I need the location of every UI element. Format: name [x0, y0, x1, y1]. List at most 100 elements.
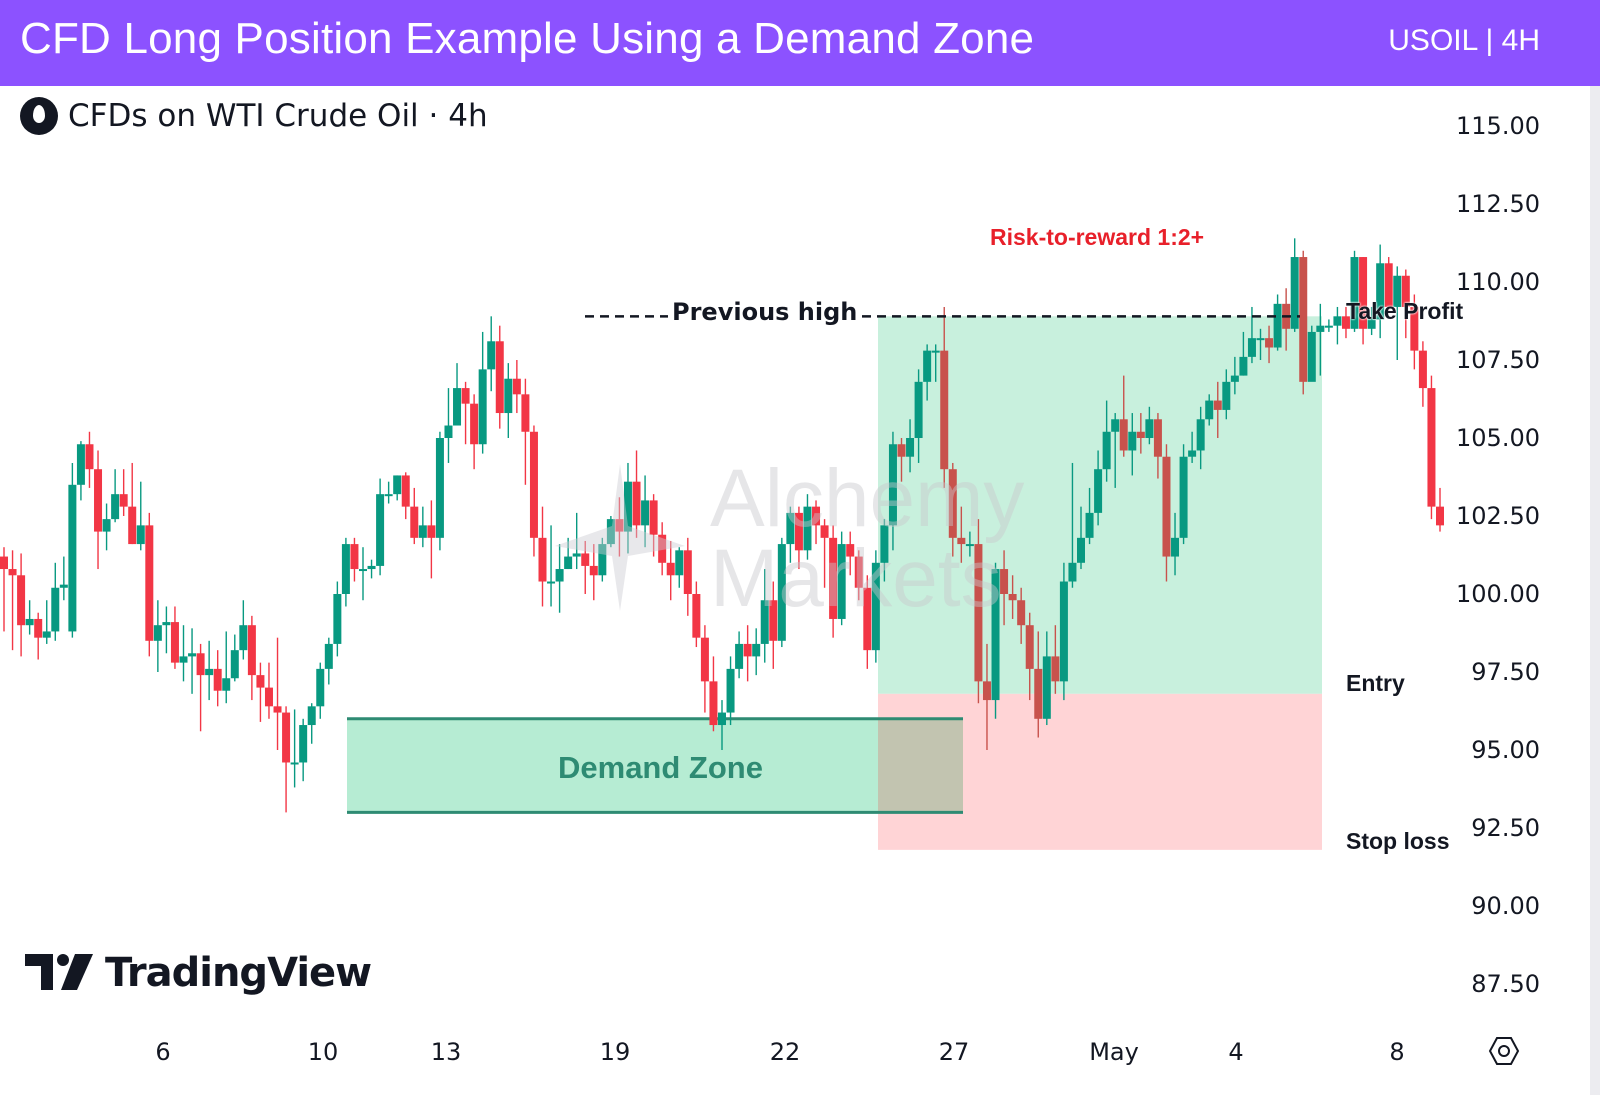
price-tick-label: 110.00 — [1456, 268, 1540, 296]
time-tick-label: 6 — [155, 1038, 171, 1066]
candle-body — [718, 712, 726, 726]
candle-body — [213, 668, 222, 691]
candle-body — [1042, 656, 1051, 719]
candle-body — [521, 394, 530, 432]
candle-body — [529, 431, 538, 538]
candle-body — [1350, 257, 1359, 329]
candle-body — [649, 500, 658, 535]
candle-body — [470, 403, 479, 445]
candle-body — [85, 444, 94, 470]
page-title: CFD Long Position Example Using a Demand… — [20, 14, 1035, 63]
title-banner: CFD Long Position Example Using a Demand… — [0, 0, 1600, 86]
price-tick-label: 90.00 — [1471, 892, 1540, 920]
candle-body — [444, 425, 453, 438]
price-chart[interactable] — [0, 86, 1590, 1095]
candle-body — [598, 544, 607, 576]
risk-reward-label: Risk-to-reward 1:2+ — [990, 224, 1205, 250]
symbol-header[interactable]: CFDs on WTI Crude Oil · 4h — [20, 96, 488, 136]
settings-hexagon-icon[interactable] — [1488, 1035, 1520, 1067]
candle-body — [76, 444, 85, 485]
candle-body — [538, 537, 547, 582]
candle-body — [1307, 331, 1316, 382]
candle-body — [786, 512, 795, 545]
time-tick-label: 19 — [599, 1038, 631, 1066]
price-tick-label: 97.50 — [1471, 658, 1540, 686]
candle-body — [1393, 275, 1402, 307]
price-tick-label: 87.50 — [1471, 970, 1540, 998]
candle-body — [162, 622, 171, 626]
candle-body — [957, 537, 966, 545]
candle-body — [982, 681, 991, 701]
candle-body — [760, 600, 769, 644]
candle-body — [1179, 456, 1188, 538]
candle-body — [495, 341, 504, 414]
candle-body — [1359, 257, 1368, 329]
demand-zone-label: Demand Zone — [558, 750, 763, 785]
candle-body — [846, 544, 855, 557]
candle-body — [393, 475, 402, 495]
candle-body — [641, 500, 650, 526]
candle-body — [1401, 275, 1410, 307]
candle-body — [1017, 600, 1026, 626]
candle-body — [615, 519, 624, 532]
candle-body — [948, 469, 957, 538]
candle-body — [1376, 263, 1385, 320]
candle-body — [324, 643, 333, 669]
candle-body — [25, 618, 34, 626]
candle-body — [512, 378, 521, 395]
candle-body — [829, 537, 838, 619]
candle-body — [316, 668, 325, 707]
candle-body — [188, 653, 197, 657]
candle-body — [282, 712, 291, 763]
candle-body — [726, 668, 735, 713]
candle-body — [1196, 419, 1205, 451]
candle-body — [1410, 306, 1419, 351]
candle-body — [906, 438, 915, 457]
candle-body — [1384, 263, 1393, 307]
candle-body — [700, 637, 709, 682]
candle-body — [179, 656, 188, 663]
candle-body — [777, 544, 786, 641]
candle-body — [1094, 469, 1103, 513]
symbol-timeframe-tag: USOIL | 4H — [1388, 24, 1540, 57]
candle-body — [1213, 400, 1222, 410]
candle-body — [1162, 456, 1171, 557]
time-tick-label: May — [1089, 1038, 1139, 1066]
candle-body — [1273, 303, 1282, 348]
candle-body — [581, 553, 590, 566]
candle-body — [803, 506, 812, 551]
candle-body — [111, 494, 120, 520]
candle-body — [658, 534, 667, 563]
price-tick-label: 100.00 — [1456, 580, 1540, 608]
candle-body — [1436, 506, 1444, 526]
candle-body — [555, 569, 564, 582]
candle-body — [68, 484, 77, 632]
price-tick-label: 102.50 — [1456, 502, 1540, 530]
candle-body — [145, 525, 154, 641]
candle-body — [196, 653, 205, 676]
candle-body — [1367, 319, 1376, 329]
candle-body — [0, 556, 8, 570]
candle-body — [51, 587, 60, 632]
candle-body — [752, 643, 761, 657]
candle-body — [1025, 625, 1034, 669]
candle-body — [205, 668, 214, 676]
candle-body — [1290, 257, 1299, 329]
candle-body — [487, 341, 496, 370]
candle-body — [1077, 537, 1085, 563]
candle-body — [683, 550, 692, 594]
candle-body — [1111, 419, 1120, 432]
candle-body — [547, 581, 556, 584]
candle-body — [1265, 338, 1274, 348]
candle-body — [350, 544, 359, 570]
candle-body — [709, 681, 718, 726]
candle-body — [623, 481, 632, 532]
candle-body — [401, 475, 410, 507]
candle-body — [59, 584, 68, 588]
candle-body — [991, 569, 1000, 701]
candle-body — [341, 544, 350, 594]
candle-body — [153, 625, 162, 641]
candle-body — [478, 369, 487, 445]
candle-body — [794, 512, 803, 551]
candle-body — [572, 553, 581, 557]
